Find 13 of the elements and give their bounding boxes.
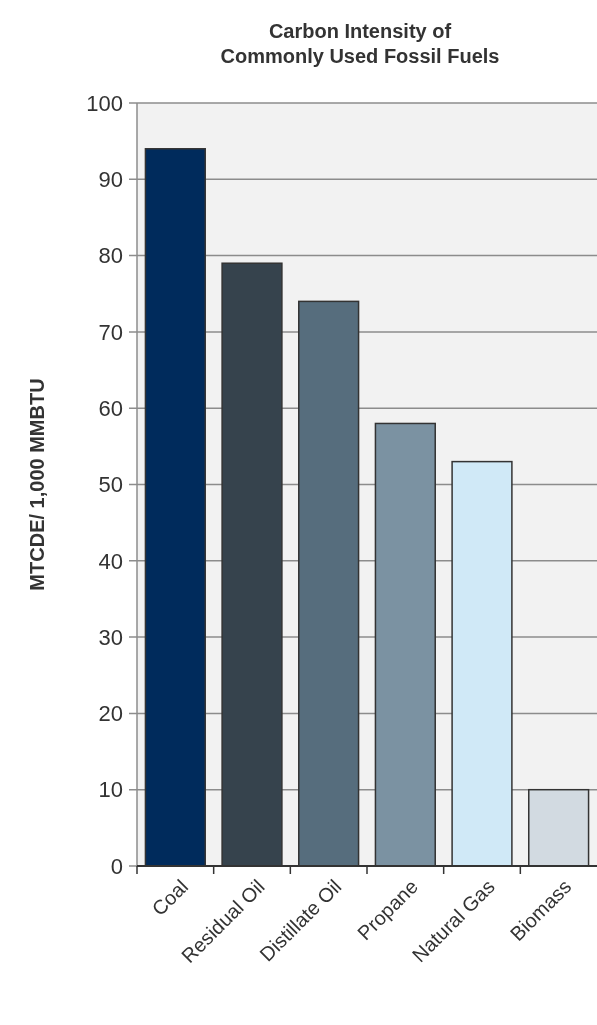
y-tick-label: 90 xyxy=(98,167,123,192)
chart-title: Carbon Intensity of Commonly Used Fossil Fuels xyxy=(220,20,500,67)
y-tick-label: 10 xyxy=(98,777,123,803)
y-tick-label: 40 xyxy=(98,548,123,574)
y-tick-label: 30 xyxy=(98,624,123,650)
y-tick-label: 80 xyxy=(98,243,123,269)
y-axis-title: MTCDE/ 1,000 MMBTU xyxy=(26,378,48,591)
y-tick-label: 100 xyxy=(86,90,123,116)
y-tick-label: 0 xyxy=(110,853,123,879)
y-tick-label: 50 xyxy=(98,472,123,498)
y-tick-label: 70 xyxy=(98,319,123,345)
y-tick-label: 60 xyxy=(98,395,123,421)
y-tick-label: 20 xyxy=(98,701,123,727)
